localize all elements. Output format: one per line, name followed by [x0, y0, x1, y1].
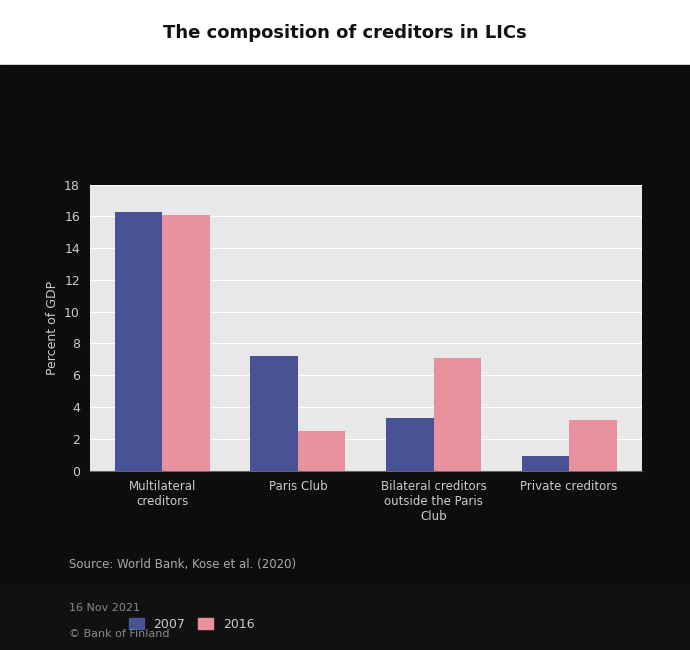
Text: Source: World Bank, Kose et al. (2020): Source: World Bank, Kose et al. (2020)	[69, 558, 296, 571]
Bar	[250, 356, 298, 471]
Legend: 2007, 2016: 2007, 2016	[124, 613, 259, 636]
Bar	[162, 214, 210, 471]
Bar	[569, 420, 617, 471]
Bar	[298, 431, 346, 471]
Bar	[386, 418, 433, 471]
Text: 16 Nov 2021: 16 Nov 2021	[69, 603, 140, 613]
Bar	[522, 456, 569, 471]
Bar	[433, 358, 481, 471]
Text: © Bank of Finland: © Bank of Finland	[69, 629, 170, 639]
Bar	[115, 212, 162, 471]
Text: The composition of creditors in LICs: The composition of creditors in LICs	[163, 23, 527, 42]
Y-axis label: Percent of GDP: Percent of GDP	[46, 281, 59, 374]
